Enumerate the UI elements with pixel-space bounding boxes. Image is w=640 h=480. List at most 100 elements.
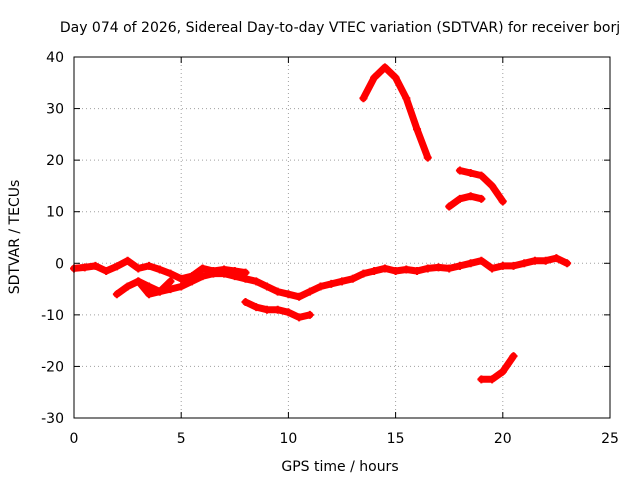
x-tick-label: 0 (70, 431, 79, 447)
plot-frame (73, 56, 611, 419)
data-point (466, 259, 475, 268)
data-point (488, 181, 497, 190)
data-point (112, 262, 121, 271)
series-trace-c (134, 261, 464, 301)
data-point (155, 265, 164, 274)
series-trace-a (70, 256, 250, 283)
data-point (91, 261, 100, 270)
data-point (498, 197, 507, 206)
data-point (273, 305, 282, 314)
data-point (552, 254, 561, 263)
data-point (455, 194, 464, 203)
data-point (327, 279, 336, 288)
data-point (262, 282, 271, 291)
data-point (241, 297, 250, 306)
y-axis-label: SDTVAR / TECUs (7, 180, 23, 295)
data-point (434, 263, 443, 272)
data-point (305, 310, 314, 319)
chart-title: Day 074 of 2026, Sidereal Day-to-day VTE… (60, 20, 620, 36)
y-tick-label: 20 (46, 153, 64, 169)
data-point (134, 264, 143, 273)
data-point (402, 265, 411, 274)
data-point (305, 287, 314, 296)
data-series (70, 63, 572, 384)
series-line (477, 352, 517, 383)
data-point (477, 171, 486, 180)
data-point (273, 287, 282, 296)
series-line (445, 192, 485, 211)
data-point (316, 282, 325, 291)
y-tick-label: 10 (46, 205, 64, 221)
data-point (262, 305, 271, 314)
y-tick-label: -30 (41, 411, 64, 427)
x-tick-label: 10 (279, 431, 297, 447)
series-trace-d (241, 297, 314, 322)
data-point (348, 274, 357, 283)
series-trace-g (445, 192, 486, 211)
data-point (166, 277, 175, 286)
data-point (370, 267, 379, 276)
data-point (391, 267, 400, 276)
series-trace-e (359, 63, 432, 162)
data-point (466, 169, 475, 178)
data-point (102, 267, 111, 276)
data-point (477, 256, 486, 265)
data-point (187, 277, 196, 286)
data-point (541, 256, 550, 265)
data-point (445, 202, 454, 211)
data-point (209, 269, 218, 278)
y-tick-label: 0 (55, 256, 64, 272)
data-point (220, 269, 229, 278)
data-point (241, 274, 250, 283)
data-point (177, 282, 186, 291)
data-point (488, 264, 497, 273)
data-point (423, 153, 432, 162)
data-point (145, 290, 154, 299)
data-point (145, 261, 154, 270)
data-point (80, 263, 89, 272)
data-point (112, 290, 121, 299)
data-point (509, 261, 518, 270)
data-point (284, 308, 293, 317)
data-point (455, 166, 464, 175)
data-point (134, 277, 143, 286)
data-point (520, 259, 529, 268)
data-point (380, 63, 389, 72)
data-point (166, 285, 175, 294)
data-point (177, 274, 186, 283)
y-tick-label: 30 (46, 102, 64, 118)
y-tick-label: -20 (41, 359, 64, 375)
data-point (198, 272, 207, 281)
data-point (423, 264, 432, 273)
series-trace-h (455, 254, 572, 273)
data-point (359, 269, 368, 278)
x-tick-label: 15 (387, 431, 405, 447)
data-point (477, 194, 486, 203)
data-point (166, 269, 175, 278)
data-point (477, 375, 486, 384)
data-point (155, 287, 164, 296)
y-tick-label: 40 (46, 50, 64, 66)
data-point (230, 272, 239, 281)
data-point (445, 264, 454, 273)
data-point (370, 73, 379, 82)
axis-ticks: 0 5 10 15 20 25 -30 -20 -10 0 10 20 30 40 (41, 50, 619, 447)
data-point (295, 292, 304, 301)
data-point (455, 261, 464, 270)
data-point (252, 303, 261, 312)
series-line (134, 262, 464, 301)
data-point (295, 313, 304, 322)
data-point (488, 375, 497, 384)
series-trace-i (477, 352, 518, 384)
series-trace-f (455, 166, 507, 206)
data-point (338, 277, 346, 286)
x-tick-label: 5 (177, 431, 186, 447)
data-point (252, 277, 261, 286)
data-point (123, 282, 132, 291)
data-point (380, 264, 389, 273)
x-tick-label: 25 (601, 431, 619, 447)
data-point (563, 259, 572, 268)
data-point (402, 94, 411, 103)
data-point (509, 352, 518, 361)
